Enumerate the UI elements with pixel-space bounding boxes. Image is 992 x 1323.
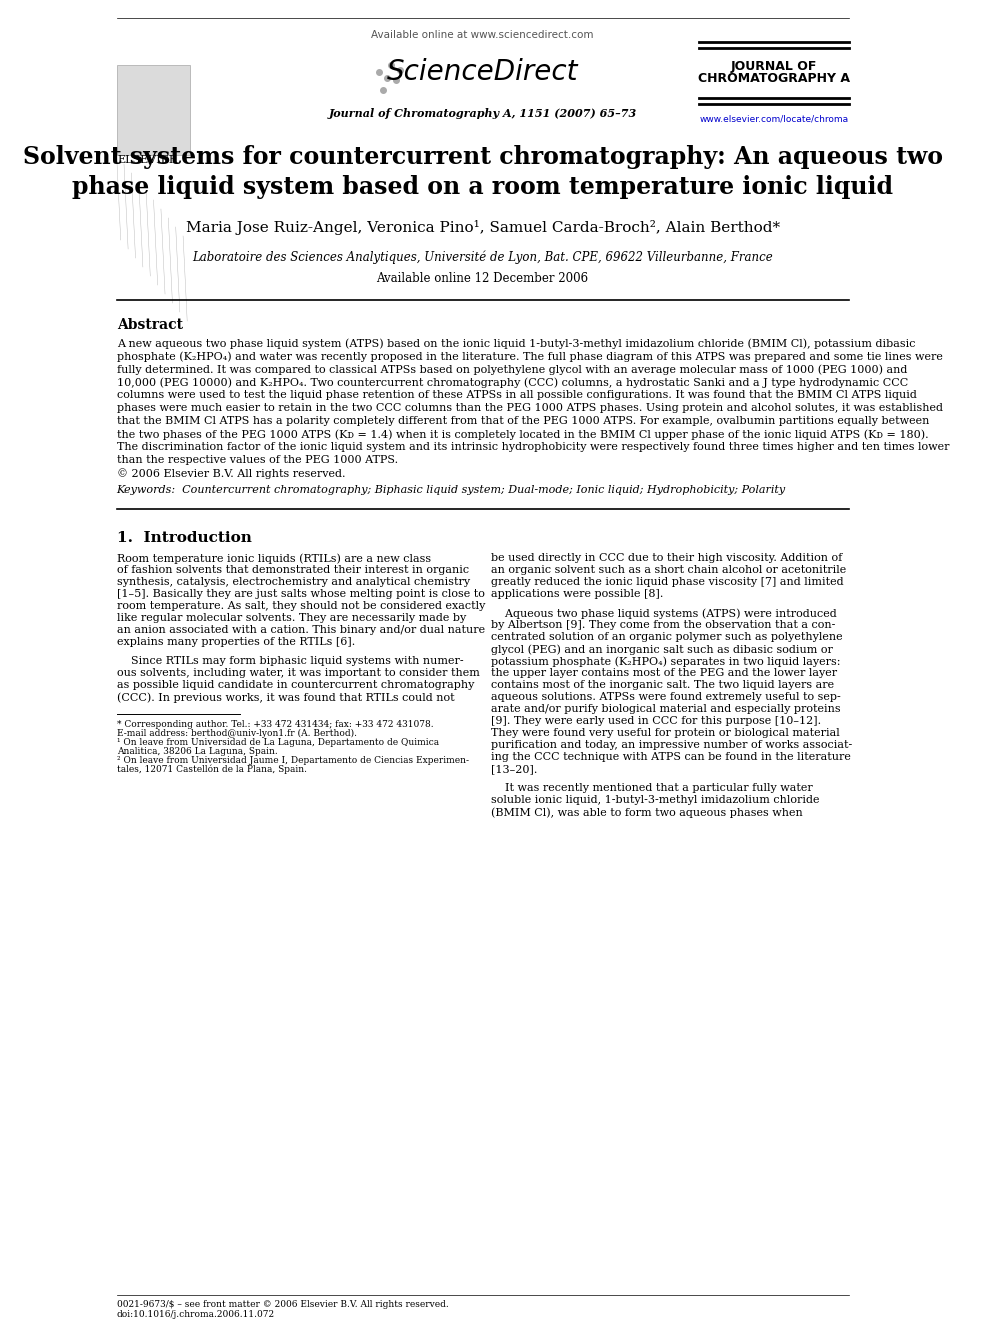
Text: room temperature. As salt, they should not be considered exactly: room temperature. As salt, they should n… [117, 601, 485, 611]
Text: ScienceDirect: ScienceDirect [387, 58, 578, 86]
Text: © 2006 Elsevier B.V. All rights reserved.: © 2006 Elsevier B.V. All rights reserved… [117, 468, 345, 479]
Text: synthesis, catalysis, electrochemistry and analytical chemistry: synthesis, catalysis, electrochemistry a… [117, 577, 470, 587]
Bar [117, 65, 190, 155]
Text: soluble ionic liquid, 1-butyl-3-methyl imidazolium chloride: soluble ionic liquid, 1-butyl-3-methyl i… [491, 795, 819, 804]
Text: greatly reduced the ionic liquid phase viscosity [7] and limited: greatly reduced the ionic liquid phase v… [491, 577, 843, 587]
Text: ² On leave from Universidad Jaume I, Departamento de Ciencias Experimen-: ² On leave from Universidad Jaume I, Dep… [117, 755, 468, 765]
Text: an organic solvent such as a short chain alcohol or acetonitrile: an organic solvent such as a short chain… [491, 565, 846, 576]
Text: the two phases of the PEG 1000 ATPS (Kᴅ = 1.4) when it is completely located in : the two phases of the PEG 1000 ATPS (Kᴅ … [117, 429, 929, 439]
Text: CHROMATOGRAPHY A: CHROMATOGRAPHY A [697, 71, 850, 85]
Text: an anion associated with a cation. This binary and/or dual nature: an anion associated with a cation. This … [117, 624, 485, 635]
Text: 0021-9673/$ – see front matter © 2006 Elsevier B.V. All rights reserved.: 0021-9673/$ – see front matter © 2006 El… [117, 1301, 448, 1308]
Text: fully determined. It was compared to classical ATPSs based on polyethylene glyco: fully determined. It was compared to cla… [117, 364, 907, 374]
Text: The discrimination factor of the ionic liquid system and its intrinsic hydrophob: The discrimination factor of the ionic l… [117, 442, 949, 452]
Text: E-mail address: berthod@univ-lyon1.fr (A. Berthod).: E-mail address: berthod@univ-lyon1.fr (A… [117, 729, 357, 738]
Text: (CCC). In previous works, it was found that RTILs could not: (CCC). In previous works, it was found t… [117, 692, 454, 703]
Text: aqueous solutions. ATPSs were found extremely useful to sep-: aqueous solutions. ATPSs were found extr… [491, 692, 840, 703]
Text: 1.  Introduction: 1. Introduction [117, 531, 252, 545]
Text: ELSEVIER: ELSEVIER [118, 155, 178, 165]
Text: the upper layer contains most of the PEG and the lower layer: the upper layer contains most of the PEG… [491, 668, 837, 677]
Text: arate and/or purify biological material and especially proteins: arate and/or purify biological material … [491, 704, 840, 714]
Text: Laboratoire des Sciences Analytiques, Université de Lyon, Bat. CPE, 69622 Villeu: Laboratoire des Sciences Analytiques, Un… [192, 250, 773, 263]
Text: Abstract: Abstract [117, 318, 183, 332]
Text: like regular molecular solvents. They are necessarily made by: like regular molecular solvents. They ar… [117, 613, 466, 623]
Text: [9]. They were early used in CCC for this purpose [10–12].: [9]. They were early used in CCC for thi… [491, 716, 821, 726]
Text: than the respective values of the PEG 1000 ATPS.: than the respective values of the PEG 10… [117, 455, 398, 464]
Text: phase liquid system based on a room temperature ionic liquid: phase liquid system based on a room temp… [72, 175, 893, 198]
Text: ous solvents, including water, it was important to consider them: ous solvents, including water, it was im… [117, 668, 479, 677]
Text: They were found very useful for protein or biological material: They were found very useful for protein … [491, 728, 839, 738]
Text: contains most of the inorganic salt. The two liquid layers are: contains most of the inorganic salt. The… [491, 680, 834, 691]
Text: ¹ On leave from Universidad de La Laguna, Departamento de Quimica: ¹ On leave from Universidad de La Laguna… [117, 738, 438, 747]
Text: Maria Jose Ruiz-Angel, Veronica Pino¹, Samuel Carda-Broch², Alain Berthod*: Maria Jose Ruiz-Angel, Veronica Pino¹, S… [186, 220, 780, 235]
Text: Journal of Chromatography A, 1151 (2007) 65–73: Journal of Chromatography A, 1151 (2007)… [328, 108, 637, 119]
Text: Since RTILs may form biphasic liquid systems with numer-: Since RTILs may form biphasic liquid sys… [117, 656, 463, 665]
Text: Available online 12 December 2006: Available online 12 December 2006 [377, 273, 588, 284]
Text: ing the CCC technique with ATPS can be found in the literature: ing the CCC technique with ATPS can be f… [491, 751, 851, 762]
Text: [13–20].: [13–20]. [491, 763, 537, 774]
Text: Aqueous two phase liquid systems (ATPS) were introduced: Aqueous two phase liquid systems (ATPS) … [491, 609, 836, 619]
Text: Analitica, 38206 La Laguna, Spain.: Analitica, 38206 La Laguna, Spain. [117, 747, 278, 755]
Text: Available online at www.sciencedirect.com: Available online at www.sciencedirect.co… [371, 30, 594, 40]
Text: JOURNAL OF: JOURNAL OF [731, 60, 817, 73]
Text: applications were possible [8].: applications were possible [8]. [491, 589, 664, 599]
Text: by Albertson [9]. They come from the observation that a con-: by Albertson [9]. They come from the obs… [491, 620, 835, 630]
Text: doi:10.1016/j.chroma.2006.11.072: doi:10.1016/j.chroma.2006.11.072 [117, 1310, 275, 1319]
Text: Solvent systems for countercurrent chromatography: An aqueous two: Solvent systems for countercurrent chrom… [23, 146, 942, 169]
Text: phosphate (K₂HPO₄) and water was recently proposed in the literature. The full p: phosphate (K₂HPO₄) and water was recentl… [117, 351, 942, 361]
Text: It was recently mentioned that a particular fully water: It was recently mentioned that a particu… [491, 783, 812, 792]
Text: * Corresponding author. Tel.: +33 472 431434; fax: +33 472 431078.: * Corresponding author. Tel.: +33 472 43… [117, 720, 434, 729]
Text: as possible liquid candidate in countercurrent chromatography: as possible liquid candidate in counterc… [117, 680, 474, 691]
Text: (BMIM Cl), was able to form two aqueous phases when: (BMIM Cl), was able to form two aqueous … [491, 807, 803, 818]
Text: tales, 12071 Castellón de la Plana, Spain.: tales, 12071 Castellón de la Plana, Spai… [117, 765, 307, 774]
Text: explains many properties of the RTILs [6].: explains many properties of the RTILs [6… [117, 636, 355, 647]
Text: www.elsevier.com/locate/chroma: www.elsevier.com/locate/chroma [699, 115, 848, 124]
Text: potassium phosphate (K₂HPO₄) separates in two liquid layers:: potassium phosphate (K₂HPO₄) separates i… [491, 656, 840, 667]
Text: 10,000 (PEG 10000) and K₂HPO₄. Two countercurrent chromatography (CCC) columns, : 10,000 (PEG 10000) and K₂HPO₄. Two count… [117, 377, 908, 388]
Text: Room temperature ionic liquids (RTILs) are a new class: Room temperature ionic liquids (RTILs) a… [117, 553, 431, 564]
Text: A new aqueous two phase liquid system (ATPS) based on the ionic liquid 1-butyl-3: A new aqueous two phase liquid system (A… [117, 337, 916, 348]
Text: glycol (PEG) and an inorganic salt such as dibasic sodium or: glycol (PEG) and an inorganic salt such … [491, 644, 832, 655]
Text: centrated solution of an organic polymer such as polyethylene: centrated solution of an organic polymer… [491, 632, 842, 642]
Text: be used directly in CCC due to their high viscosity. Addition of: be used directly in CCC due to their hig… [491, 553, 842, 564]
Text: that the BMIM Cl ATPS has a polarity completely different from that of the PEG 1: that the BMIM Cl ATPS has a polarity com… [117, 415, 929, 426]
Text: [1–5]. Basically they are just salts whose melting point is close to: [1–5]. Basically they are just salts who… [117, 589, 484, 599]
Text: phases were much easier to retain in the two CCC columns than the PEG 1000 ATPS : phases were much easier to retain in the… [117, 404, 942, 413]
Text: columns were used to test the liquid phase retention of these ATPSs in all possi: columns were used to test the liquid pha… [117, 390, 917, 400]
Text: purification and today, an impressive number of works associat-: purification and today, an impressive nu… [491, 740, 852, 750]
Text: of fashion solvents that demonstrated their interest in organic: of fashion solvents that demonstrated th… [117, 565, 469, 576]
Text: Keywords:  Countercurrent chromatography; Biphasic liquid system; Dual-mode; Ion: Keywords: Countercurrent chromatography;… [117, 486, 786, 495]
